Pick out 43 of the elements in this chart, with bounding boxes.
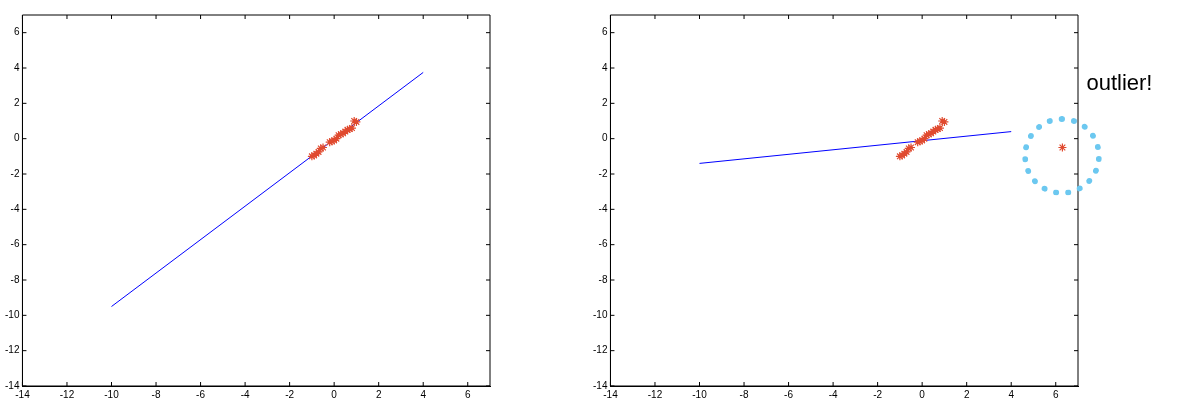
y-tick-label: -12 — [5, 344, 20, 356]
y-tick-label: -10 — [5, 309, 20, 321]
y-tick-label: -10 — [593, 309, 608, 321]
y-tick-label: 6 — [13, 26, 20, 38]
x-tick-label: 2 — [375, 388, 382, 400]
y-tick-label: 2 — [13, 97, 20, 109]
x-tick-label: -12 — [59, 388, 75, 400]
y-tick-label: -4 — [598, 203, 608, 215]
y-tick-label: -4 — [10, 203, 20, 215]
x-tick-label: -10 — [692, 388, 708, 400]
y-tick-label: -6 — [10, 238, 20, 250]
y-tick-label: -8 — [598, 273, 608, 285]
y-tick-label: 4 — [601, 61, 608, 73]
y-tick-label: -2 — [10, 167, 20, 179]
y-tick-label: -14 — [5, 379, 20, 391]
y-tick-label: 2 — [601, 97, 608, 109]
x-tick-label: -8 — [151, 388, 161, 400]
x-tick-label: -8 — [739, 388, 749, 400]
x-tick-label: 0 — [331, 388, 338, 400]
x-tick-label: 6 — [1052, 388, 1059, 400]
x-tick-label: -6 — [196, 388, 206, 400]
y-tick-label: -14 — [593, 379, 608, 391]
x-tick-label: -6 — [784, 388, 794, 400]
x-tick-label: 4 — [1008, 388, 1015, 400]
y-tick-label: 0 — [601, 132, 608, 144]
x-tick-label: 6 — [464, 388, 471, 400]
x-tick-label: -4 — [240, 388, 250, 400]
annotation: outlier! — [1086, 69, 1153, 96]
x-tick-label: -12 — [647, 388, 663, 400]
x-tick-label: 4 — [420, 388, 427, 400]
y-tick-label: 6 — [601, 26, 608, 38]
y-tick-label: -6 — [598, 238, 608, 250]
y-tick-label: -12 — [593, 344, 608, 356]
x-tick-label: -2 — [285, 388, 295, 400]
y-tick-label: -2 — [598, 167, 608, 179]
x-tick-label: 0 — [919, 388, 926, 400]
y-tick-label: -8 — [10, 273, 20, 285]
y-tick-label: 4 — [13, 61, 20, 73]
x-tick-label: -4 — [828, 388, 838, 400]
x-tick-label: -2 — [873, 388, 883, 400]
x-tick-label: 2 — [963, 388, 970, 400]
y-tick-label: 0 — [13, 132, 20, 144]
x-tick-label: -10 — [104, 388, 120, 400]
